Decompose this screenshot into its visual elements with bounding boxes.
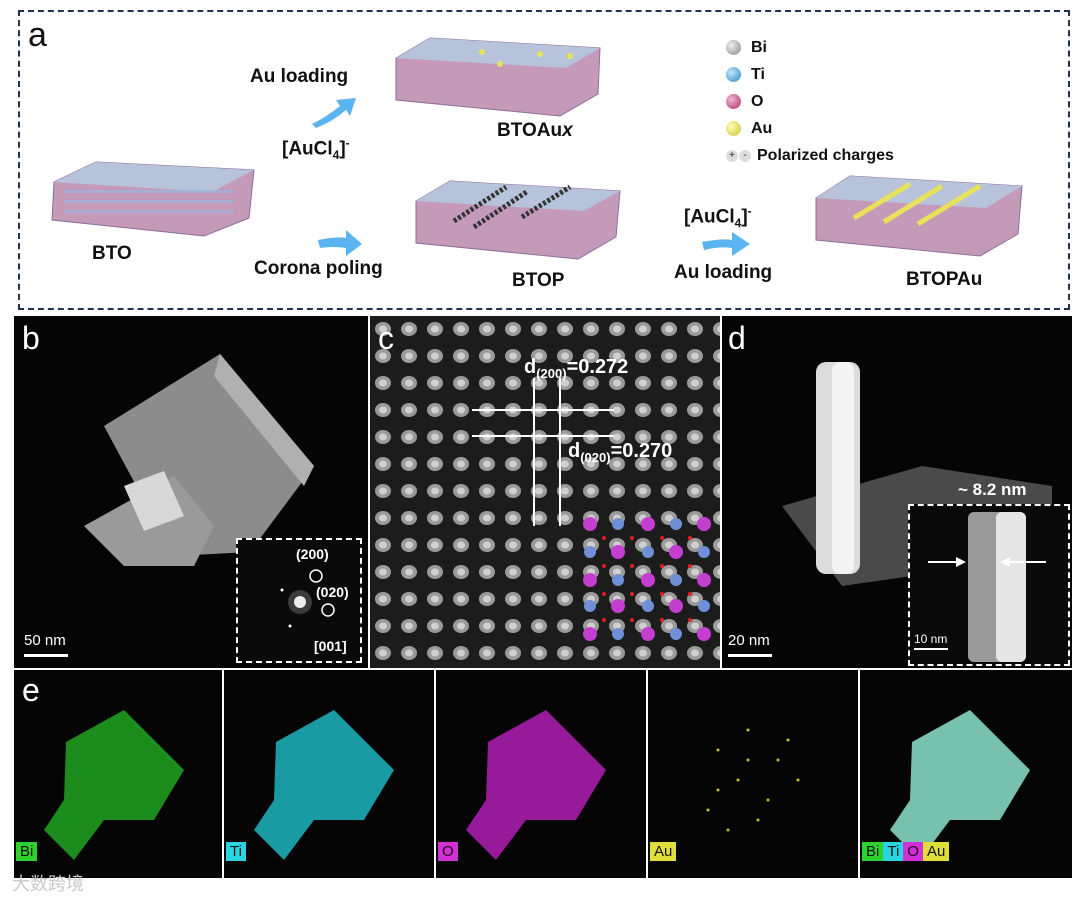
panel-letter-e: e <box>22 672 40 708</box>
eds-map-overlay: Bi Ti O Au <box>860 670 1072 878</box>
bi-map-image <box>44 710 184 860</box>
legend-ti: Ti <box>726 61 894 88</box>
tem-panel-d: d ~ 8.2 nm 10 nm 20 nm <box>722 316 1072 668</box>
overlay-tag-au: Au <box>922 842 950 861</box>
spot-200-label: (200) <box>296 546 329 562</box>
bi-map-tag: Bi <box>16 842 38 861</box>
legend-bi: Bi <box>726 34 894 61</box>
eds-map-au: Au <box>648 670 858 878</box>
charge-pair-icon: + - <box>726 149 751 162</box>
o-atom-icon <box>726 94 741 109</box>
d200-label: d(200)=0.272 <box>524 356 629 381</box>
bto-label: BTO <box>92 243 132 264</box>
atom-model-overlay <box>583 517 711 641</box>
legend-polarized-charges: + - Polarized charges <box>726 142 894 169</box>
scale-bar-d-label: 20 nm <box>728 632 770 649</box>
eds-map-bi: e Bi <box>14 670 222 878</box>
au-map-tag: Au <box>650 842 677 861</box>
inset-scale-bar <box>914 648 948 650</box>
edge-view-image <box>928 512 1046 662</box>
overlay-tag-o: O <box>903 842 923 861</box>
scale-bar-b <box>24 654 68 657</box>
diffraction-pattern-icon <box>280 569 335 628</box>
fft-inset: (200) (020) [001] <box>236 538 362 663</box>
panel-letter-b: b <box>22 320 40 356</box>
btopau-label: BTOPAu <box>906 269 983 290</box>
o-map-image <box>466 710 606 860</box>
tem-panel-b: b (200) (020) [001] 50 nm <box>14 316 368 668</box>
arrow-bottom-icon <box>318 230 362 256</box>
btop-label: BTOP <box>512 270 565 291</box>
au-map-image <box>706 728 800 832</box>
panel-letter-a: a <box>28 16 47 54</box>
btop-crystal-illustration <box>415 180 621 260</box>
overlay-map-image <box>890 710 1030 860</box>
eds-map-ti: Ti <box>224 670 434 878</box>
eds-map-o: O <box>436 670 646 878</box>
zone-axis-label: [001] <box>314 638 347 654</box>
btopau-crystal-illustration <box>815 175 1023 257</box>
ti-map-tag: Ti <box>226 842 246 861</box>
panel-letter-c: c <box>378 320 394 356</box>
legend-o: O <box>726 88 894 115</box>
ti-atom-icon <box>726 67 741 82</box>
btoaux-label: BTOAux <box>497 120 573 141</box>
au-loading-top-label: Au loading <box>250 66 349 87</box>
legend-au: Au <box>726 115 894 142</box>
legend: Bi Ti O Au + - Polarized charges <box>726 34 894 169</box>
overlay-tag-bi: Bi <box>862 842 884 861</box>
nanosheet-image-b <box>84 354 314 566</box>
d020-label: d(020)=0.270 <box>568 440 673 465</box>
o-map-tag: O <box>438 842 458 861</box>
bto-crystal-illustration <box>51 161 255 237</box>
schematic-panel-a: a BTO Au loading [AuCl4]- BTOAux Corona … <box>18 10 1070 310</box>
ti-map-image <box>254 710 394 860</box>
corona-poling-label: Corona poling <box>254 258 383 279</box>
aucl4-top-label: [AuCl4]- <box>282 136 350 163</box>
watermark: 大数跨境 <box>12 874 84 895</box>
panel-letter-d: d <box>728 320 746 356</box>
spot-020-label: (020) <box>316 584 349 600</box>
arrow-top-icon <box>312 98 356 128</box>
bi-atom-icon <box>726 40 741 55</box>
edge-inset: 10 nm <box>908 504 1070 666</box>
lattice-image-c <box>370 316 720 668</box>
scale-bar-b-label: 50 nm <box>24 632 66 649</box>
overlay-tag-ti: Ti <box>883 842 904 861</box>
thickness-label: ~ 8.2 nm <box>958 480 1027 499</box>
arrow-right-icon <box>702 232 750 256</box>
au-loading-right-label: Au loading <box>674 262 773 283</box>
aucl4-right-label: [AuCl4]- <box>684 204 752 231</box>
au-atom-icon <box>726 121 741 136</box>
hrtem-panel-c: c d(200)=0.272 d(020)=0.270 <box>370 316 720 668</box>
btoaux-crystal-illustration <box>395 37 601 117</box>
scale-bar-d <box>728 654 772 657</box>
overlay-tags: Bi Ti O Au <box>862 842 950 861</box>
inset-scale-bar-label: 10 nm <box>914 632 948 646</box>
